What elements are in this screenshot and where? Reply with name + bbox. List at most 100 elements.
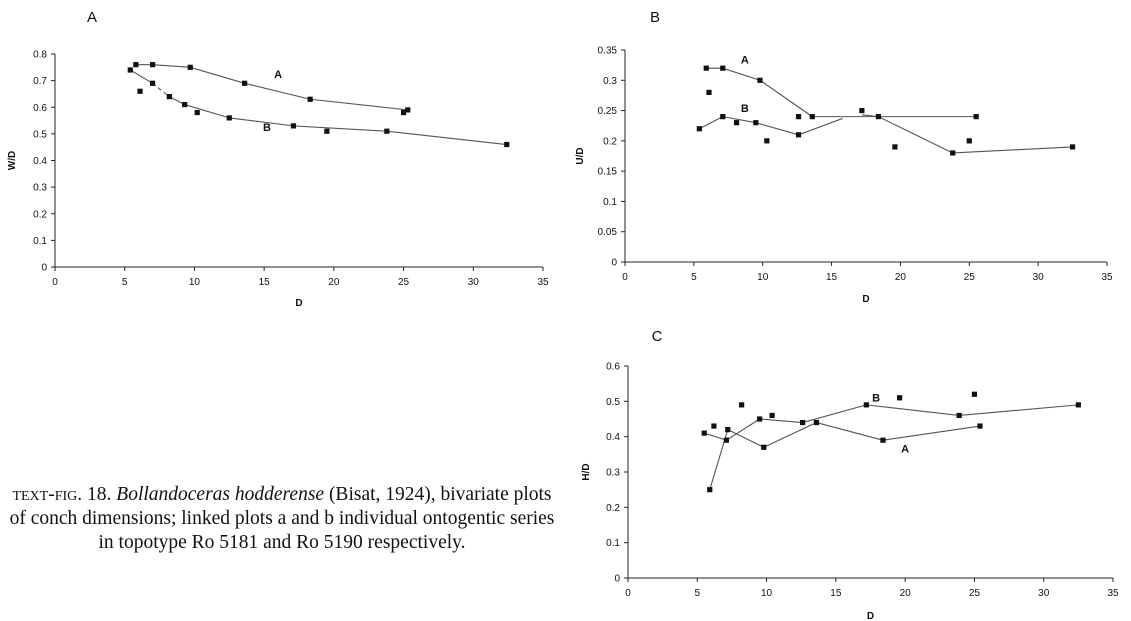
data-point [875, 114, 881, 120]
data-point [757, 77, 763, 83]
panel-c: C 0 5 10 15 20 25 30 35 0 0.1 0.2 0.3 0.4 0.5 0.6 D H/D A B [581, 328, 1119, 621]
data-point [405, 107, 411, 113]
caption-text: (Bisat, 1924), bivariate plots of conch … [9, 484, 555, 553]
y-tick-label: 0.1 [603, 197, 617, 208]
series-segment [763, 422, 817, 448]
caption-species: Bollandoceras hodderense [116, 484, 325, 505]
y-tick-label: 0.5 [606, 397, 620, 408]
x-tick-label: 30 [1033, 272, 1045, 283]
y-tick-label: 0.25 [598, 106, 618, 117]
x-tick-label: 35 [1107, 588, 1119, 599]
x-tick-label: 10 [189, 277, 201, 288]
x-tick-label: 25 [964, 272, 976, 283]
x-tick-label: 35 [1101, 272, 1113, 283]
data-point [966, 138, 972, 144]
data-point [226, 115, 232, 121]
panel-title: A [87, 9, 97, 26]
y-tick-label: 0.6 [606, 362, 620, 373]
series-segment [727, 429, 765, 448]
series-label: A [741, 54, 749, 66]
y-tick-label: 0.15 [598, 167, 618, 178]
data-point [127, 67, 133, 73]
y-tick-label: 0.3 [606, 468, 620, 479]
data-point [739, 402, 745, 408]
panel-title: C [652, 328, 663, 345]
y-axis-label: U/D [575, 147, 586, 164]
series-segment [722, 116, 756, 124]
x-tick-label: 10 [761, 588, 773, 599]
data-point [897, 395, 903, 401]
series-segment [184, 104, 230, 119]
x-tick-label: 20 [328, 277, 340, 288]
y-axis-label: H/D [581, 463, 592, 480]
data-point [720, 65, 726, 71]
data-point [956, 412, 962, 419]
series-segment [802, 404, 867, 424]
data-point [194, 109, 200, 116]
y-axis-label: W/D [7, 151, 18, 170]
x-tick-label: 30 [1038, 588, 1050, 599]
y-tick-label: 0.4 [606, 432, 620, 443]
y-tick-label: 0 [614, 574, 620, 585]
data-point [973, 114, 979, 120]
x-tick-label: 0 [622, 272, 628, 283]
data-point [725, 427, 731, 433]
x-tick-label: 15 [826, 272, 838, 283]
x-tick-label: 15 [259, 277, 271, 288]
y-tick-label: 0.1 [606, 538, 620, 549]
series-label: A [274, 69, 282, 81]
data-point [137, 88, 143, 94]
series-segment [722, 67, 761, 81]
series-segment [229, 117, 294, 127]
panel-b: B 0 5 10 15 20 25 30 35 0 0.05 0.1 0.15 0.2 0.25 0.3 0.3… [575, 9, 1113, 305]
series-segment [704, 432, 727, 441]
x-tick-label: 5 [122, 277, 128, 288]
data-point [290, 123, 297, 129]
x-axis-label: D [862, 294, 869, 305]
x-tick-label: 25 [398, 277, 410, 288]
data-point [696, 126, 702, 132]
data-point [859, 107, 865, 114]
x-tick-label: 5 [695, 588, 701, 599]
y-tick-label: 0.2 [603, 136, 617, 147]
series-segment [816, 422, 884, 441]
series-segment [310, 98, 408, 111]
series-label: B [872, 392, 880, 404]
data-point [977, 423, 983, 429]
x-tick-label: 35 [537, 277, 549, 288]
data-point [769, 412, 775, 419]
data-point [880, 437, 886, 443]
series-label: B [741, 103, 749, 115]
figure-caption: text-fig. 18. Bollandoceras hodderense (… [2, 483, 562, 555]
data-point [863, 402, 869, 408]
data-point [753, 120, 759, 126]
data-point [720, 114, 726, 120]
y-tick-label: 0.05 [598, 227, 618, 238]
x-tick-label: 25 [969, 588, 981, 599]
data-point [324, 128, 330, 134]
data-point [166, 94, 172, 100]
series-segment [866, 404, 960, 417]
data-point [307, 96, 313, 102]
data-point [1075, 402, 1081, 408]
y-tick-label: 0.5 [33, 129, 47, 140]
x-tick-label: 30 [468, 277, 480, 288]
data-point [764, 138, 770, 144]
y-tick-label: 0.35 [598, 46, 618, 57]
data-point [150, 62, 156, 68]
data-point [813, 419, 820, 426]
data-point [400, 109, 407, 116]
series-segment [726, 418, 760, 441]
y-tick-label: 0.1 [33, 236, 47, 247]
series-segment [759, 79, 813, 118]
y-tick-label: 0 [611, 258, 617, 269]
y-tick-label: 0.3 [603, 76, 617, 87]
y-tick-label: 0.2 [606, 503, 620, 514]
data-point [1069, 144, 1076, 150]
data-point [133, 62, 139, 68]
x-tick-label: 15 [830, 588, 842, 599]
data-point [706, 89, 712, 95]
y-tick-label: 0.8 [33, 50, 47, 61]
x-tick-label: 20 [895, 272, 907, 283]
y-tick-label: 0.4 [33, 156, 47, 167]
